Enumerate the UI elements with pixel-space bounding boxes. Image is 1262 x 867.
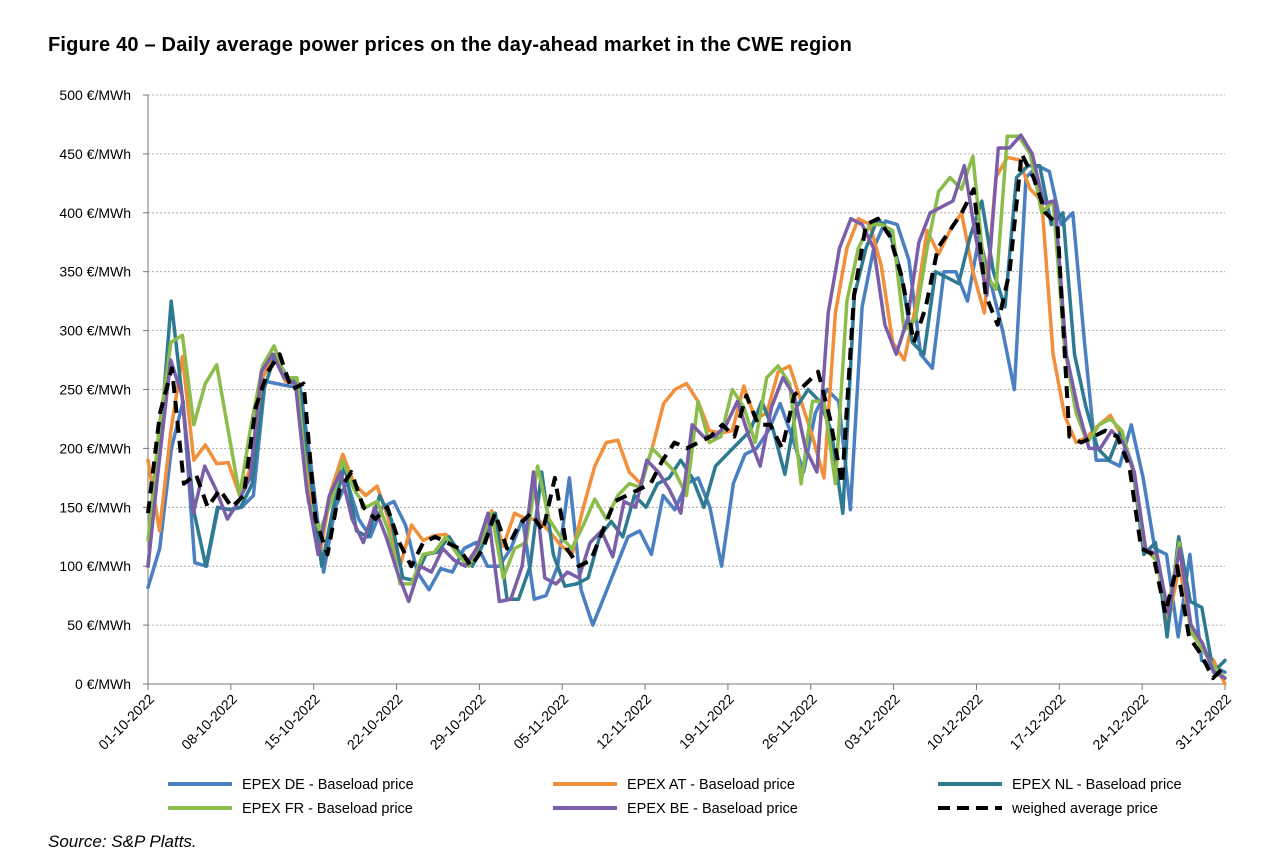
series-lines [146,133,1227,686]
y-tick-label: 200 €/MWh [59,440,131,456]
x-tick-label: 26-11-2022 [759,691,820,752]
x-tick-label: 08-10-2022 [178,691,240,753]
gridlines [148,94,1225,626]
source-note: Source: S&P Platts. [48,832,197,851]
legend-label-3: EPEX NL - Baseload price [1012,777,1182,793]
x-tick-label: 29-10-2022 [427,691,489,753]
legend: EPEX DE - Baseload price EPEX AT - Baselo… [168,777,1182,817]
figure-title: Figure 40 – Daily average power prices o… [48,34,853,56]
legend-label-5: EPEX BE - Baseload price [627,801,798,817]
x-tick-label: 01-10-2022 [95,691,157,753]
x-axis-ticks: 01-10-2022 08-10-2022 15-10-2022 22-10-2022… [95,684,1234,753]
x-tick-label: 05-11-2022 [510,691,571,752]
y-axis-ticks: 0 €/MWh 50 €/MWh 100 €/MWh 150 €/MWh 200 €/M… [59,87,148,692]
series-line-5 [146,133,1227,680]
legend-label-1: EPEX DE - Baseload price [242,777,414,793]
x-tick-label: 10-12-2022 [924,691,986,753]
y-tick-label: 0 €/MWh [75,676,131,692]
legend-label-6: weighed average price [1011,801,1158,817]
series-line-1 [146,163,1227,674]
x-tick-label: 24-12-2022 [1089,691,1151,753]
x-tick-label: 31-12-2022 [1172,691,1234,753]
y-tick-label: 100 €/MWh [59,558,131,574]
x-tick-label: 03-12-2022 [841,691,903,753]
series-line-6 [146,151,1227,681]
y-tick-label: 350 €/MWh [59,264,131,280]
x-tick-label: 15-10-2022 [261,691,323,753]
y-tick-label: 250 €/MWh [59,382,131,398]
y-tick-label: 50 €/MWh [67,617,131,633]
y-tick-label: 500 €/MWh [59,87,131,103]
legend-label-2: EPEX AT - Baseload price [627,777,795,793]
x-tick-label: 22-10-2022 [344,691,406,753]
y-tick-label: 450 €/MWh [59,146,131,162]
y-tick-label: 400 €/MWh [59,205,131,221]
y-tick-label: 300 €/MWh [59,323,131,339]
legend-label-4: EPEX FR - Baseload price [242,801,413,817]
y-tick-label: 150 €/MWh [59,499,131,515]
series-line-3 [146,163,1227,674]
x-tick-label: 12-11-2022 [593,691,654,752]
x-tick-label: 19-11-2022 [676,691,737,752]
x-tick-label: 17-12-2022 [1006,691,1068,753]
